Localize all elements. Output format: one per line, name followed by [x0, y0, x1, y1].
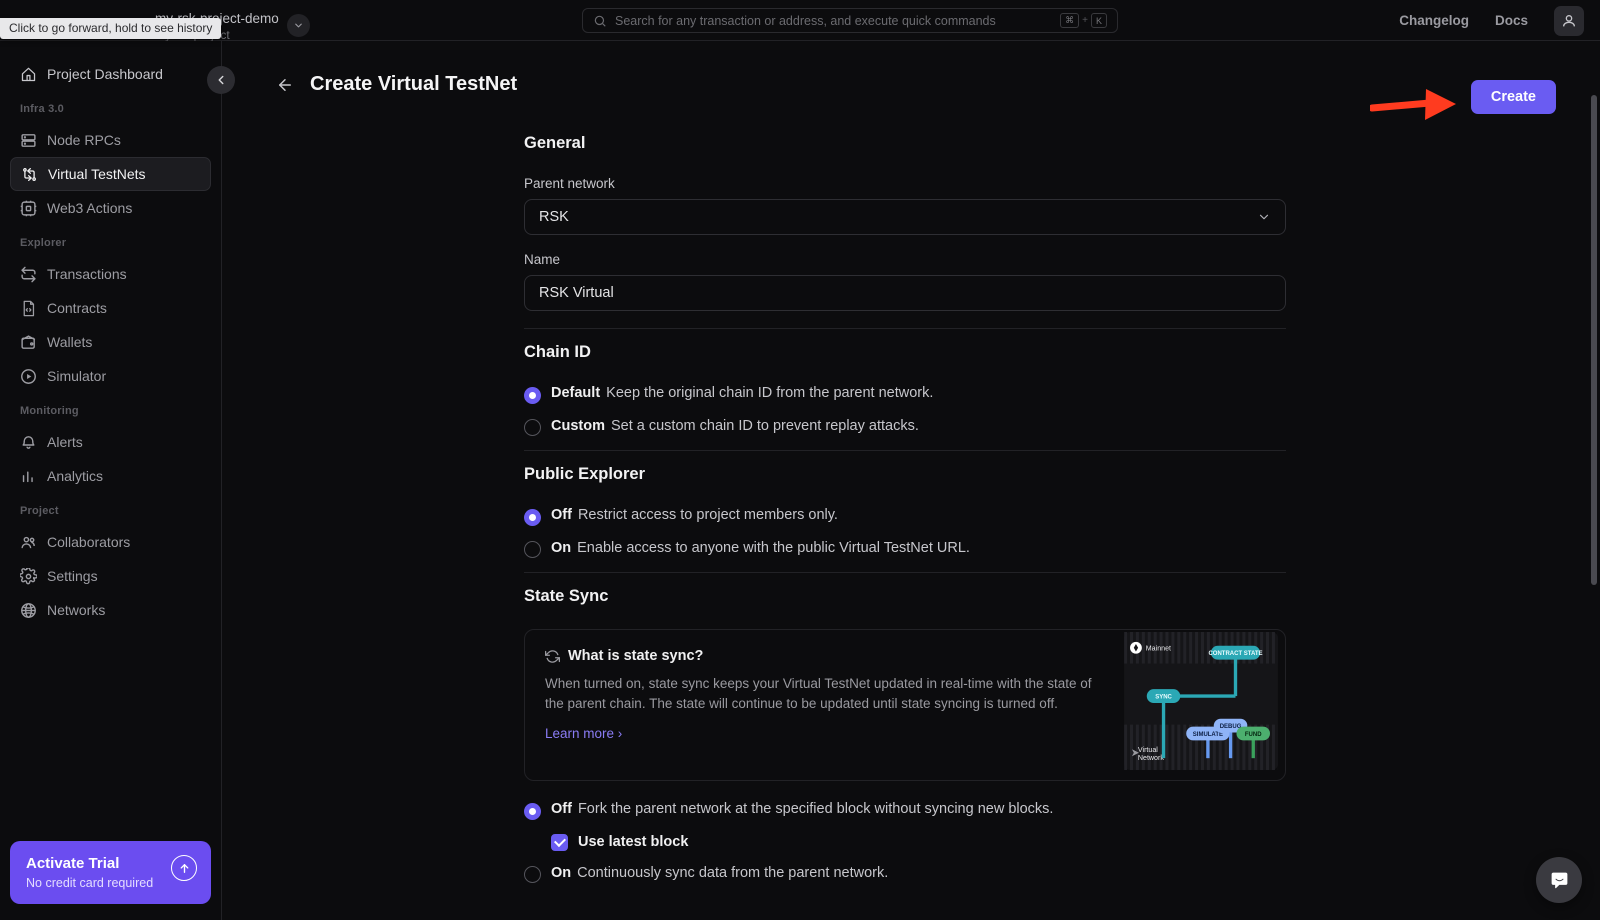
- svg-text:Mainnet: Mainnet: [1146, 644, 1171, 652]
- svg-text:SYNC: SYNC: [1155, 694, 1172, 700]
- svg-text:SIMULATE: SIMULATE: [1193, 732, 1223, 738]
- svg-text:Network: Network: [1138, 754, 1164, 762]
- svg-text:Virtual: Virtual: [1138, 746, 1158, 754]
- svg-text:FUND: FUND: [1245, 732, 1262, 738]
- svg-text:CONTRACT STATE: CONTRACT STATE: [1208, 651, 1262, 657]
